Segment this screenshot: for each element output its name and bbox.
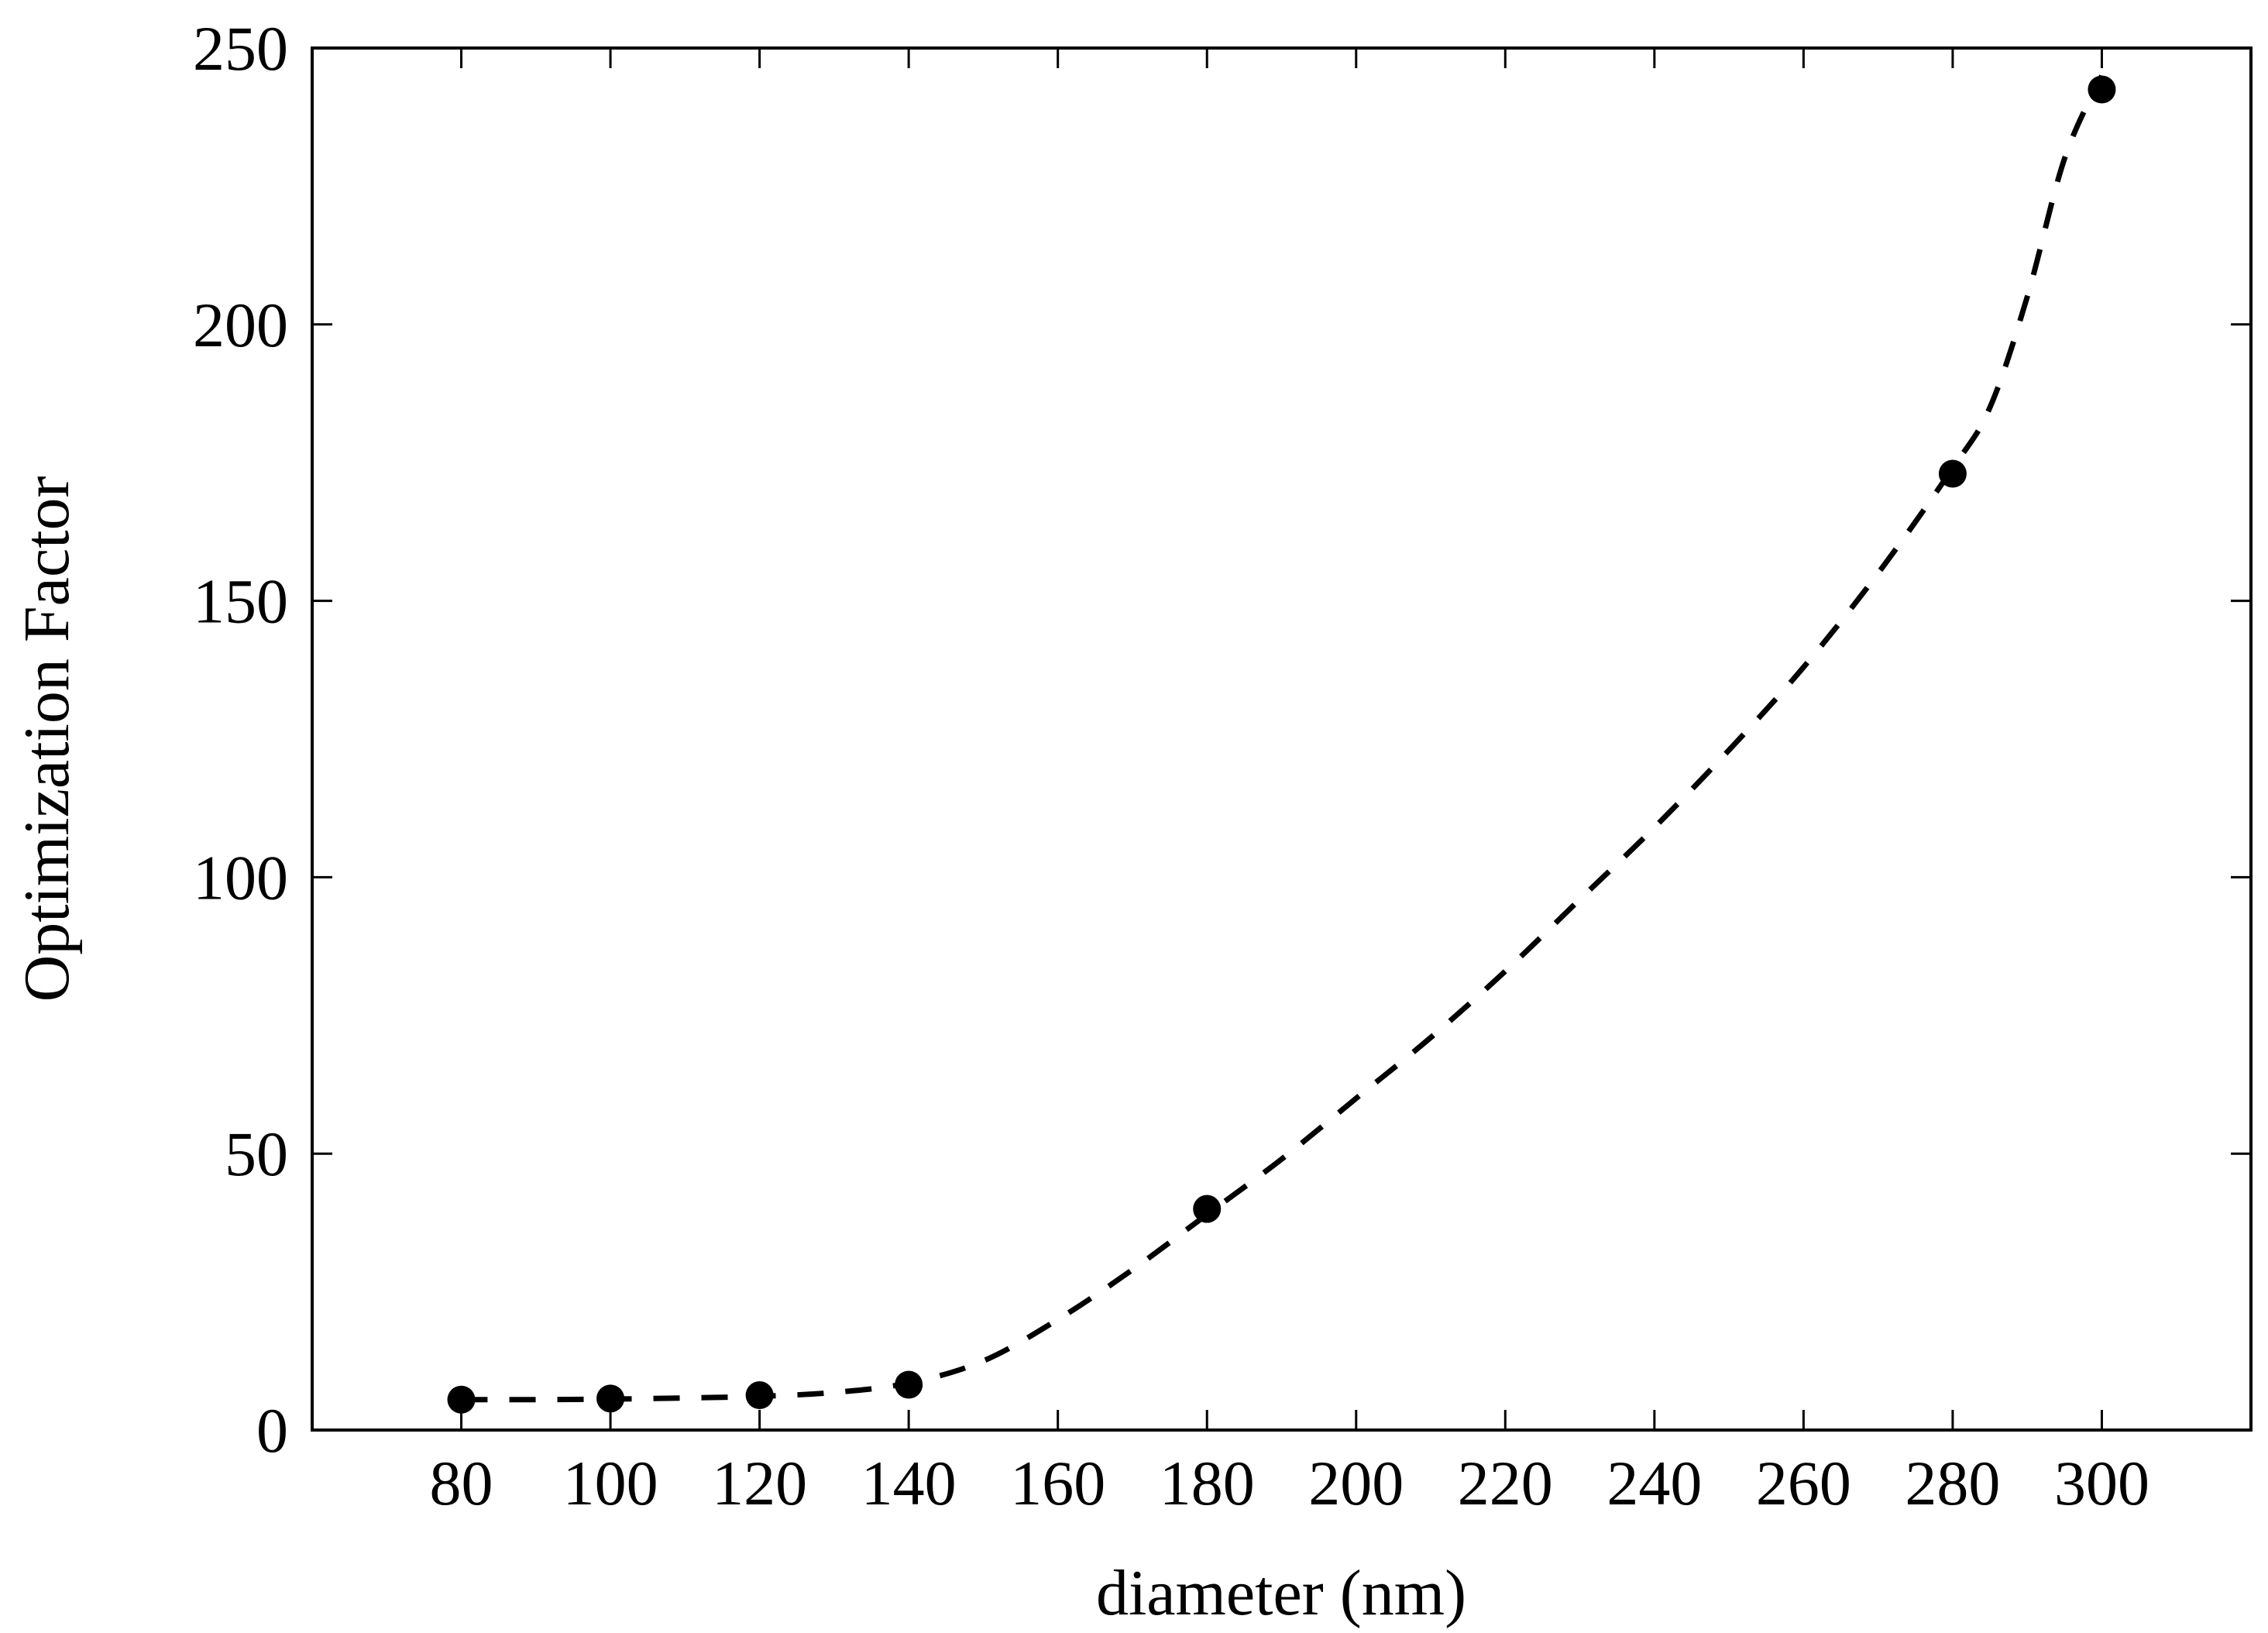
data-point: [745, 1381, 774, 1410]
x-tick-label: 80: [430, 1448, 493, 1518]
x-tick-label: 200: [1308, 1448, 1404, 1518]
x-tick-label: 280: [1905, 1448, 2000, 1518]
x-tick-label: 120: [712, 1448, 807, 1518]
data-point: [2088, 75, 2116, 104]
data-point: [895, 1370, 923, 1399]
y-tick-label: 0: [256, 1395, 288, 1466]
data-point: [1193, 1195, 1222, 1223]
y-tick-label: 100: [193, 842, 288, 913]
fit-curve: [461, 74, 2105, 1403]
x-axis-ticks: 80 100 120 140 160 180 200 220 240 260 280 300: [430, 48, 2149, 1518]
x-axis-title: diameter (nm): [1096, 1557, 1466, 1629]
y-tick-label: 150: [193, 566, 288, 637]
x-tick-label: 160: [1010, 1448, 1105, 1518]
y-tick-label: 250: [193, 13, 288, 84]
x-tick-label: 180: [1160, 1448, 1255, 1518]
x-tick-label: 300: [2054, 1448, 2149, 1518]
series-layer: [447, 74, 2116, 1414]
plot-frame: [311, 46, 2253, 1432]
x-tick-label: 240: [1606, 1448, 1702, 1518]
y-axis-ticks: 0 50 100 150 200 250: [193, 13, 2251, 1466]
x-tick-label: 100: [563, 1448, 658, 1518]
y-axis-title: Optimization Factor: [11, 476, 83, 1002]
x-tick-label: 220: [1458, 1448, 1553, 1518]
x-tick-label: 140: [861, 1448, 957, 1518]
y-tick-label: 50: [225, 1119, 288, 1189]
data-point: [1938, 459, 1967, 488]
y-tick-label: 200: [193, 290, 288, 360]
x-tick-label: 260: [1756, 1448, 1851, 1518]
data-point: [596, 1384, 625, 1413]
data-point: [447, 1385, 476, 1414]
